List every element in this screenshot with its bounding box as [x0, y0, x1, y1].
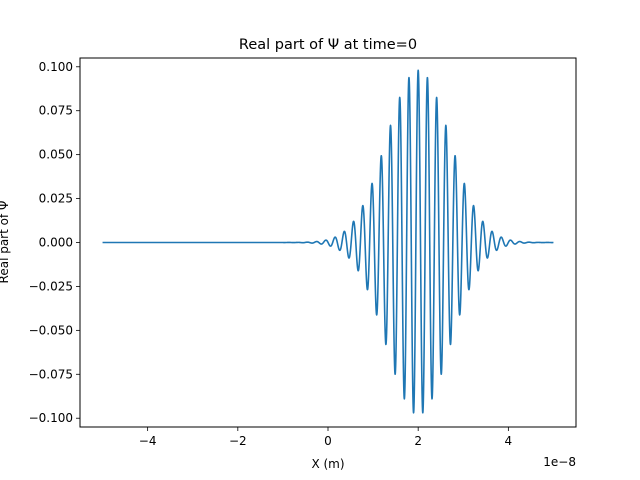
x-tick-label: −4 [139, 434, 157, 448]
y-tick-label: 0.000 [39, 236, 73, 250]
y-tick-label: −0.025 [29, 279, 73, 293]
x-tick-label: 2 [414, 434, 422, 448]
x-tick-label: −2 [229, 434, 247, 448]
y-tick-label: −0.075 [29, 367, 73, 381]
y-tick-label: 0.100 [39, 60, 73, 74]
x-tick-label: 4 [505, 434, 513, 448]
axis-ticks: −4 −2 0 2 4 −0.100 −0.075 −0.050 −0.025 0.000 0.02… [29, 60, 513, 448]
x-axis-label: X (m) [311, 457, 344, 471]
x-tick-label: 0 [324, 434, 332, 448]
y-tick-label: 0.050 [39, 148, 73, 162]
plot-area [101, 69, 555, 414]
series-line [101, 69, 555, 414]
chart-title: Real part of Ψ at time=0 [239, 37, 417, 53]
y-tick-label: 0.075 [39, 104, 73, 118]
y-tick-label: −0.050 [29, 323, 73, 337]
y-tick-label: −0.100 [29, 411, 73, 425]
y-tick-label: 0.025 [39, 192, 73, 206]
x-axis-offset-label: 1e−8 [543, 455, 576, 469]
axes-frame [79, 57, 577, 428]
y-axis-label: Real part of Ψ [0, 201, 11, 284]
